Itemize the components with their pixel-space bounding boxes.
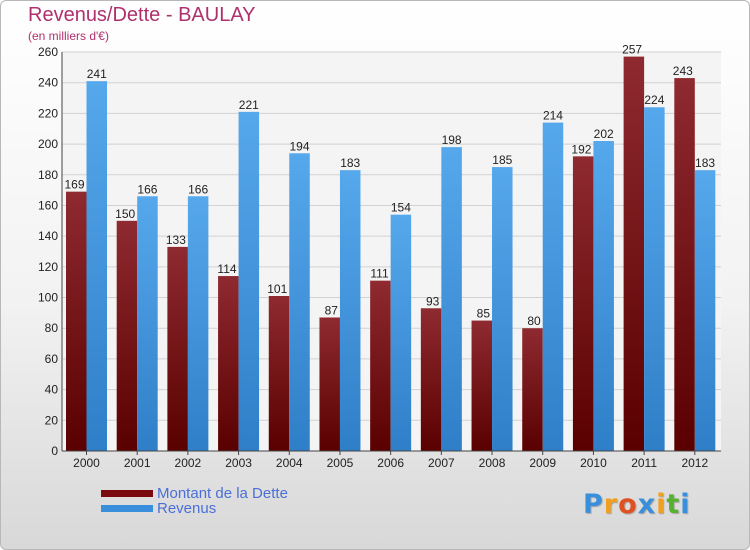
bar-revenus (238, 111, 260, 451)
x-tick-label: 2004 (276, 456, 303, 470)
bar-dette (116, 220, 138, 451)
y-tick-label: 120 (38, 260, 58, 274)
bar-revenus (390, 214, 412, 451)
legend-swatch-dette (101, 490, 153, 497)
bar-revenus (492, 167, 513, 451)
bar-dette (471, 320, 493, 451)
x-tick-label: 2007 (428, 456, 455, 470)
data-label-revenus: 221 (239, 98, 259, 112)
y-tick-label: 100 (38, 291, 58, 305)
logo-letter: x (637, 489, 657, 520)
legend-label-revenus: Revenus (157, 500, 217, 517)
bar-revenus (86, 81, 107, 452)
data-label-revenus: 202 (594, 127, 614, 141)
bar-dette (218, 276, 239, 451)
bar-revenus (542, 122, 564, 451)
data-label-revenus: 166 (137, 182, 157, 196)
x-tick-label: 2012 (681, 456, 708, 470)
bar-dette (420, 308, 442, 451)
logo-letter: t (666, 489, 681, 520)
bar-revenus (137, 196, 158, 451)
logo-letter: r (603, 489, 619, 520)
x-tick-label: 2000 (73, 456, 100, 470)
y-tick-label: 200 (38, 137, 58, 151)
legend-label-dette: Montant de la Dette (157, 485, 288, 502)
data-label-dette: 111 (370, 267, 389, 281)
bar-revenus (441, 147, 462, 451)
data-label-dette: 257 (622, 43, 642, 57)
bar-dette (167, 246, 188, 451)
y-tick-label: 140 (38, 229, 58, 243)
data-label-revenus: 185 (492, 153, 512, 167)
bar-dette (674, 78, 695, 451)
bar-revenus (644, 107, 665, 451)
data-label-dette: 192 (571, 142, 591, 156)
x-tick-label: 2009 (529, 456, 556, 470)
data-label-dette: 169 (64, 178, 84, 192)
data-label-dette: 101 (267, 282, 287, 296)
bar-revenus (187, 196, 209, 451)
logo-letter: P (583, 489, 604, 520)
data-label-dette: 114 (217, 262, 236, 276)
bar-dette (268, 296, 290, 451)
bar-dette (623, 56, 645, 451)
x-tick-label: 2008 (479, 456, 506, 470)
bar-revenus (593, 141, 614, 451)
data-label-revenus: 224 (644, 93, 664, 107)
y-tick-label: 0 (51, 444, 58, 458)
data-label-revenus: 214 (543, 109, 563, 123)
x-tick-label: 2005 (327, 456, 354, 470)
x-tick-label: 2001 (124, 456, 151, 470)
bar-revenus (694, 170, 716, 451)
y-tick-label: 240 (38, 76, 58, 90)
x-tick-label: 2003 (225, 456, 252, 470)
data-label-revenus: 198 (442, 133, 462, 147)
bar-revenus (339, 170, 361, 451)
chart-title: Revenus/Dette - BAULAY (28, 4, 256, 26)
logo-letter: o (618, 489, 638, 520)
y-tick-label: 20 (45, 413, 59, 427)
data-label-revenus: 194 (290, 139, 310, 153)
y-tick-label: 60 (45, 352, 59, 366)
bar-dette (370, 280, 391, 451)
data-label-dette: 85 (477, 307, 491, 321)
bar-dette (319, 317, 340, 451)
y-tick-label: 40 (45, 383, 59, 397)
bar-dette (66, 191, 87, 451)
bar-dette (572, 156, 594, 451)
chart-subtitle: (en milliers d'€) (28, 29, 109, 43)
data-label-dette: 80 (527, 314, 541, 328)
data-label-revenus: 183 (695, 156, 715, 170)
bar-dette (522, 328, 543, 451)
data-label-revenus: 154 (391, 201, 411, 215)
data-label-revenus: 241 (87, 67, 107, 81)
data-label-dette: 150 (115, 207, 135, 221)
y-tick-label: 220 (38, 106, 58, 120)
data-label-dette: 87 (325, 303, 339, 317)
y-tick-label: 160 (38, 198, 58, 212)
data-label-dette: 133 (166, 233, 186, 247)
y-tick-label: 180 (38, 168, 58, 182)
data-label-dette: 243 (673, 64, 693, 78)
x-tick-label: 2011 (631, 456, 657, 470)
legend-swatch-revenus (101, 505, 153, 512)
x-tick-label: 2010 (580, 456, 607, 470)
data-label-revenus: 166 (188, 182, 208, 196)
bar-revenus (289, 153, 310, 452)
x-tick-label: 2006 (377, 456, 404, 470)
x-tick-label: 2002 (175, 456, 202, 470)
y-tick-label: 80 (45, 321, 59, 335)
logo-letter: i (656, 489, 667, 520)
proxiti-logo: Proxiti (583, 489, 691, 520)
logo-letter: i (680, 489, 691, 520)
y-tick-label: 260 (38, 45, 58, 59)
data-label-revenus: 183 (340, 156, 360, 170)
data-label-dette: 93 (426, 294, 440, 308)
